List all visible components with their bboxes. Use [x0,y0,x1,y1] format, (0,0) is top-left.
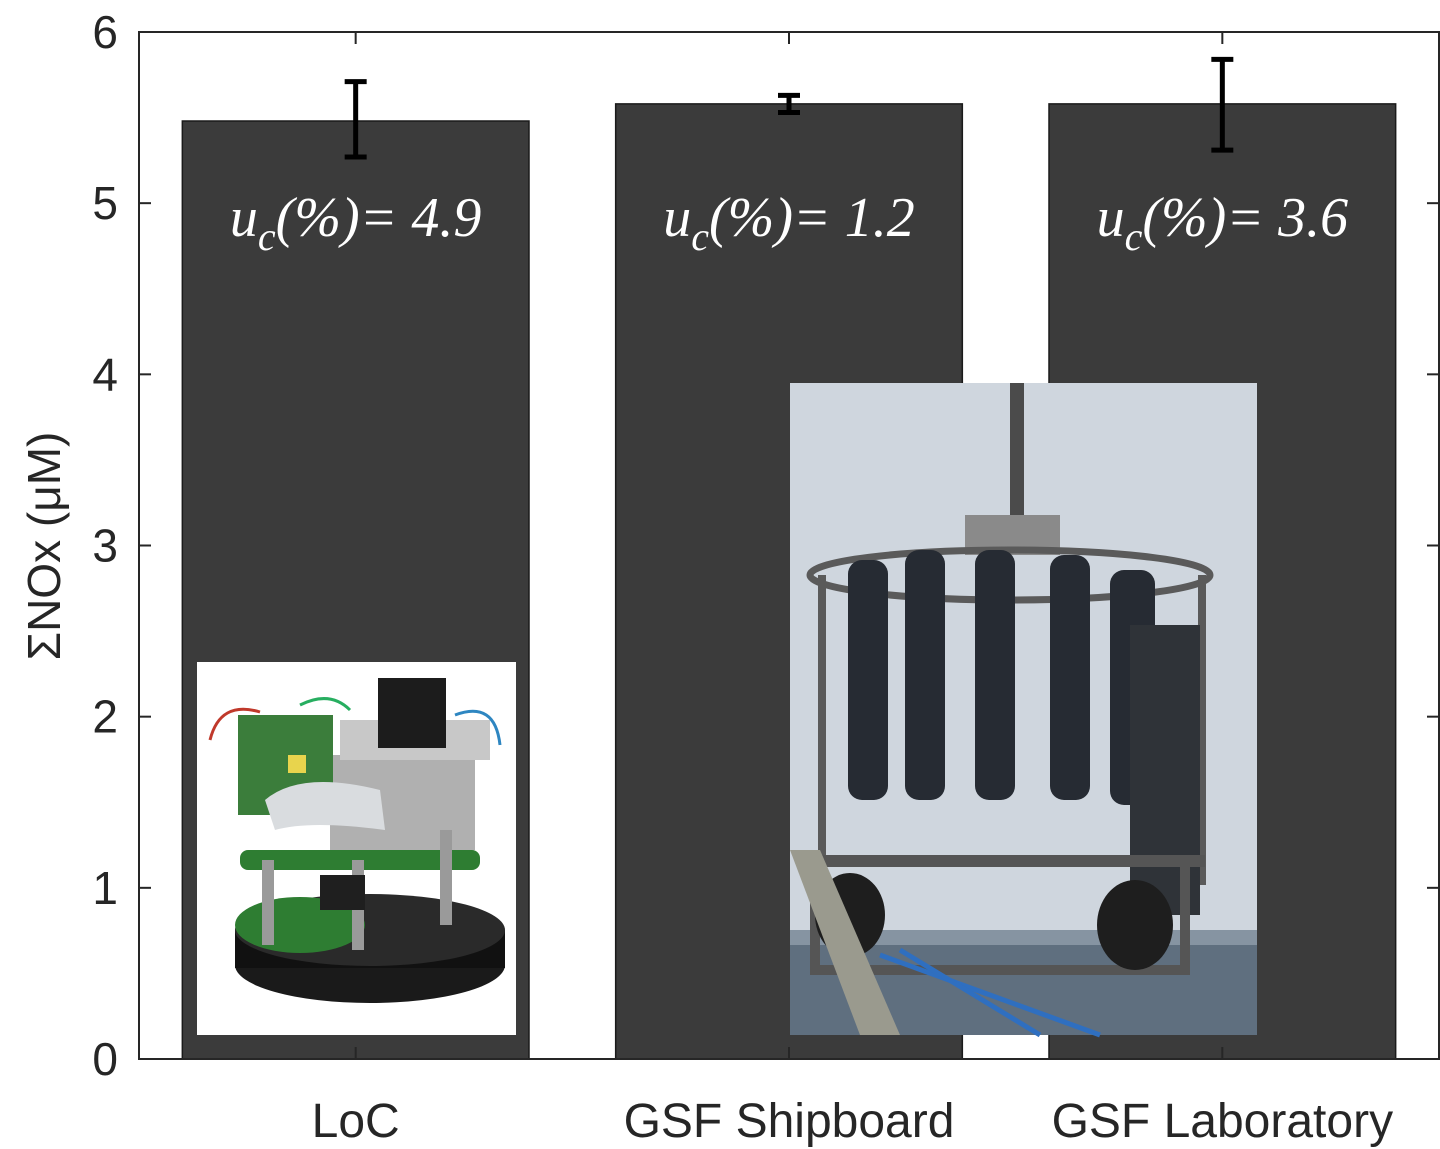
errorbars-layer [344,56,1234,160]
y-tick-label-5: 5 [92,177,118,229]
y-tick-label-2: 2 [92,691,118,743]
lab-on-chip-sensor-photo [197,662,516,1035]
y-axis: 0 1 2 3 4 5 6 [92,6,1439,1085]
annotations-layer: uc(%)= 4.9 uc(%)= 1.2 uc(%)= 3.6 [230,187,1348,259]
y-tick-label-3: 3 [92,520,118,572]
errorbar-0 [344,79,367,160]
x-tick-label-2: GSF Laboratory [1052,1095,1393,1148]
uncertainty-label-2: uc(%)= 3.6 [1097,187,1349,259]
uncertainty-label-1: uc(%)= 1.2 [663,187,915,259]
errorbar-2 [1211,56,1234,153]
y-tick-label-6: 6 [92,6,118,58]
x-axis: LoC GSF Shipboard GSF Laboratory [312,32,1393,1148]
y-tick-label-0: 0 [92,1033,118,1085]
x-tick-label-0: LoC [312,1095,400,1148]
errorbar-1 [778,92,800,115]
uncertainty-label-0: uc(%)= 4.9 [230,187,482,259]
y-tick-label-1: 1 [92,862,118,914]
y-axis-label: ΣNOx (μM) [18,432,70,661]
y-tick-label-4: 4 [92,348,118,400]
ctd-rosette-sampler-photo [790,383,1257,1038]
x-tick-label-1: GSF Shipboard [624,1095,955,1148]
